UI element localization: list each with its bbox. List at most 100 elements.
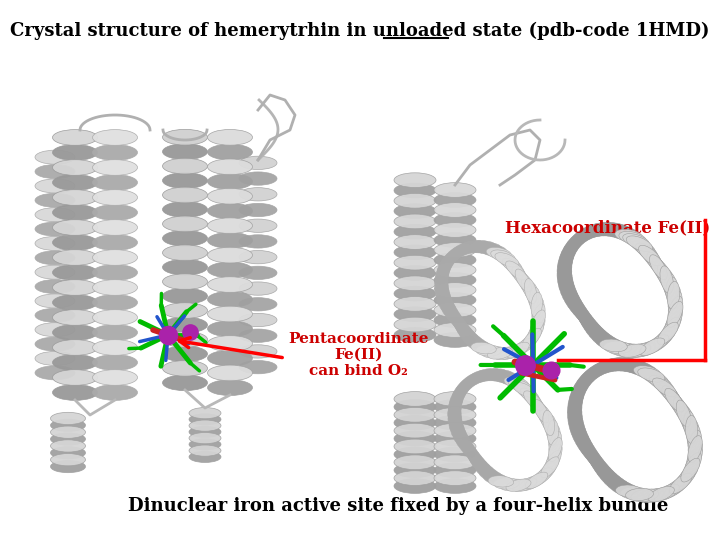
Ellipse shape — [670, 394, 688, 420]
Ellipse shape — [687, 441, 703, 468]
Ellipse shape — [481, 245, 507, 256]
Ellipse shape — [582, 439, 598, 464]
Ellipse shape — [670, 474, 692, 494]
Ellipse shape — [603, 476, 630, 491]
Ellipse shape — [611, 482, 639, 495]
Ellipse shape — [580, 316, 603, 336]
Ellipse shape — [92, 384, 138, 400]
Ellipse shape — [434, 400, 476, 414]
Ellipse shape — [434, 302, 476, 318]
Ellipse shape — [434, 471, 476, 485]
Ellipse shape — [239, 172, 277, 185]
Ellipse shape — [665, 477, 688, 497]
Ellipse shape — [631, 489, 659, 502]
Ellipse shape — [53, 309, 97, 326]
Ellipse shape — [450, 384, 467, 406]
Ellipse shape — [487, 347, 513, 359]
Ellipse shape — [577, 224, 603, 241]
Ellipse shape — [35, 352, 75, 366]
Ellipse shape — [394, 224, 436, 239]
Ellipse shape — [434, 233, 476, 247]
Ellipse shape — [638, 368, 665, 382]
Ellipse shape — [463, 335, 487, 349]
Ellipse shape — [434, 202, 476, 217]
Ellipse shape — [592, 334, 619, 348]
Ellipse shape — [92, 205, 138, 220]
Ellipse shape — [476, 243, 501, 254]
Ellipse shape — [189, 414, 221, 425]
Ellipse shape — [441, 289, 451, 315]
Ellipse shape — [53, 340, 97, 355]
Ellipse shape — [50, 413, 86, 424]
Ellipse shape — [207, 159, 253, 174]
Ellipse shape — [596, 223, 624, 236]
Ellipse shape — [687, 420, 699, 448]
Ellipse shape — [613, 344, 641, 356]
Ellipse shape — [657, 263, 672, 290]
Ellipse shape — [239, 187, 277, 201]
Ellipse shape — [92, 369, 138, 386]
Ellipse shape — [239, 282, 277, 295]
Ellipse shape — [536, 403, 551, 427]
Ellipse shape — [207, 233, 253, 248]
Ellipse shape — [394, 471, 436, 485]
Ellipse shape — [616, 485, 644, 497]
Ellipse shape — [35, 366, 75, 380]
Ellipse shape — [92, 325, 138, 340]
Ellipse shape — [688, 430, 701, 457]
Ellipse shape — [500, 479, 525, 491]
Ellipse shape — [521, 388, 541, 406]
Ellipse shape — [530, 396, 547, 419]
Ellipse shape — [517, 385, 539, 402]
Ellipse shape — [656, 381, 679, 401]
Ellipse shape — [608, 358, 636, 371]
Ellipse shape — [469, 456, 492, 474]
Ellipse shape — [619, 360, 647, 372]
Ellipse shape — [239, 251, 277, 264]
Ellipse shape — [466, 448, 485, 468]
Ellipse shape — [434, 262, 476, 278]
Ellipse shape — [660, 481, 684, 499]
Ellipse shape — [394, 423, 436, 438]
Ellipse shape — [35, 165, 75, 179]
Ellipse shape — [189, 408, 221, 418]
Ellipse shape — [522, 328, 541, 349]
Ellipse shape — [53, 190, 97, 205]
Ellipse shape — [685, 415, 698, 443]
Ellipse shape — [449, 390, 464, 413]
Ellipse shape — [571, 376, 590, 399]
Ellipse shape — [163, 361, 207, 376]
Ellipse shape — [586, 327, 612, 343]
Ellipse shape — [500, 345, 524, 359]
Ellipse shape — [207, 292, 253, 307]
Ellipse shape — [544, 450, 561, 472]
Ellipse shape — [668, 286, 681, 314]
Ellipse shape — [163, 288, 207, 304]
Ellipse shape — [434, 193, 476, 207]
Ellipse shape — [434, 282, 476, 298]
Ellipse shape — [587, 450, 607, 473]
Ellipse shape — [526, 322, 544, 344]
Ellipse shape — [35, 179, 75, 193]
Ellipse shape — [434, 423, 476, 438]
Ellipse shape — [488, 476, 513, 487]
Ellipse shape — [470, 369, 494, 383]
Ellipse shape — [207, 130, 253, 145]
Ellipse shape — [35, 193, 75, 207]
Ellipse shape — [457, 327, 480, 343]
Ellipse shape — [467, 339, 492, 352]
Ellipse shape — [53, 130, 97, 145]
Ellipse shape — [593, 461, 616, 481]
Ellipse shape — [541, 457, 559, 478]
Ellipse shape — [657, 322, 678, 345]
Ellipse shape — [207, 365, 253, 381]
Ellipse shape — [459, 431, 472, 456]
Ellipse shape — [189, 439, 221, 450]
Ellipse shape — [189, 451, 221, 462]
Ellipse shape — [470, 241, 495, 253]
Ellipse shape — [163, 346, 207, 362]
Ellipse shape — [584, 362, 608, 381]
Ellipse shape — [92, 160, 138, 176]
Ellipse shape — [394, 193, 436, 208]
Ellipse shape — [449, 243, 471, 260]
